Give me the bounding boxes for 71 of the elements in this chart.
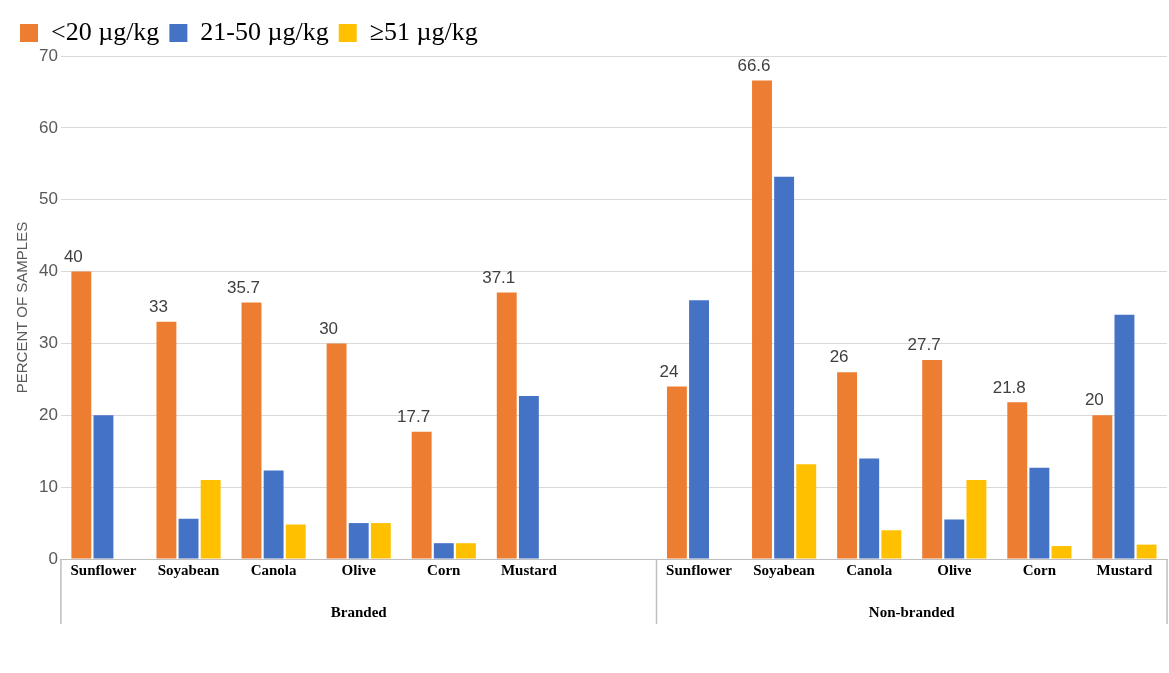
x-tick-label: Sunflower	[70, 561, 137, 578]
bar	[1114, 314, 1135, 559]
x-tick-label: Sunflower	[666, 561, 733, 578]
y-tick-label: 40	[38, 261, 58, 281]
y-tick-label: 50	[38, 189, 58, 209]
bar	[837, 372, 858, 559]
y-tick-label: 20	[38, 404, 58, 424]
bar	[752, 80, 772, 559]
x-tick-label: Corn	[1022, 561, 1057, 578]
bar	[93, 415, 114, 559]
bar	[433, 543, 454, 559]
bar	[944, 519, 965, 559]
bar	[518, 395, 539, 559]
bar	[285, 524, 306, 559]
x-tick-label: Corn	[427, 561, 462, 578]
bar	[859, 458, 880, 559]
data-label: 37.1	[482, 267, 516, 287]
bar	[1029, 467, 1050, 559]
legend-label: <20 µg/kg	[51, 16, 160, 46]
data-label: 26	[829, 347, 849, 367]
x-tick-label: Mustard	[500, 561, 558, 578]
y-tick-label: 10	[38, 476, 58, 496]
y-axis-title: PERCENT OF SAMPLES	[13, 221, 31, 394]
bar	[796, 464, 817, 559]
bar	[200, 479, 221, 559]
legend-label: ≥51 µg/kg	[369, 16, 478, 46]
x-tick-label: Olive	[341, 561, 377, 578]
bar	[966, 479, 987, 559]
x-tick-label: Soyabean	[753, 561, 816, 578]
data-label: 24	[659, 361, 679, 381]
bar	[1007, 402, 1028, 559]
bar	[370, 523, 391, 559]
data-label: 21.8	[992, 377, 1026, 397]
bar	[455, 543, 476, 559]
text: Non-branded	[868, 603, 956, 620]
data-label: 17.7	[397, 407, 431, 426]
bar	[1136, 544, 1157, 559]
y-tick-label: 0	[48, 548, 58, 568]
data-label: 30	[319, 318, 339, 338]
data-label: 35.7	[226, 277, 261, 297]
x-tick-label: Canola	[846, 561, 893, 578]
legend-label: 21-50 µg/kg	[200, 16, 329, 46]
bar	[156, 321, 177, 559]
y-tick-label: 30	[38, 333, 58, 353]
y-tick-label: 60	[38, 117, 58, 137]
bar	[689, 300, 709, 559]
bar	[774, 176, 795, 559]
y-tick-label: 70	[38, 45, 58, 65]
x-tick-label: Olive	[937, 561, 972, 578]
x-tick-label: Mustard	[1096, 561, 1154, 578]
bar	[1092, 415, 1113, 559]
bar	[881, 530, 902, 559]
bar	[666, 386, 687, 559]
data-label: 27.7	[907, 335, 941, 355]
data-label: 66.6	[737, 55, 771, 75]
bar	[922, 359, 943, 559]
data-label: 40	[63, 246, 83, 266]
data-label: 20	[1084, 390, 1104, 410]
bar	[496, 292, 517, 559]
bar	[178, 518, 199, 559]
text: Branded	[330, 603, 388, 620]
bar	[411, 431, 432, 559]
bar	[241, 302, 262, 559]
bar	[263, 470, 284, 559]
bar	[348, 523, 369, 559]
bar	[1051, 546, 1072, 559]
bar	[326, 343, 347, 559]
x-tick-label: Canola	[250, 561, 298, 578]
data-label: 33	[148, 297, 168, 317]
x-tick-label: Soyabean	[157, 561, 221, 578]
bar	[71, 271, 92, 559]
